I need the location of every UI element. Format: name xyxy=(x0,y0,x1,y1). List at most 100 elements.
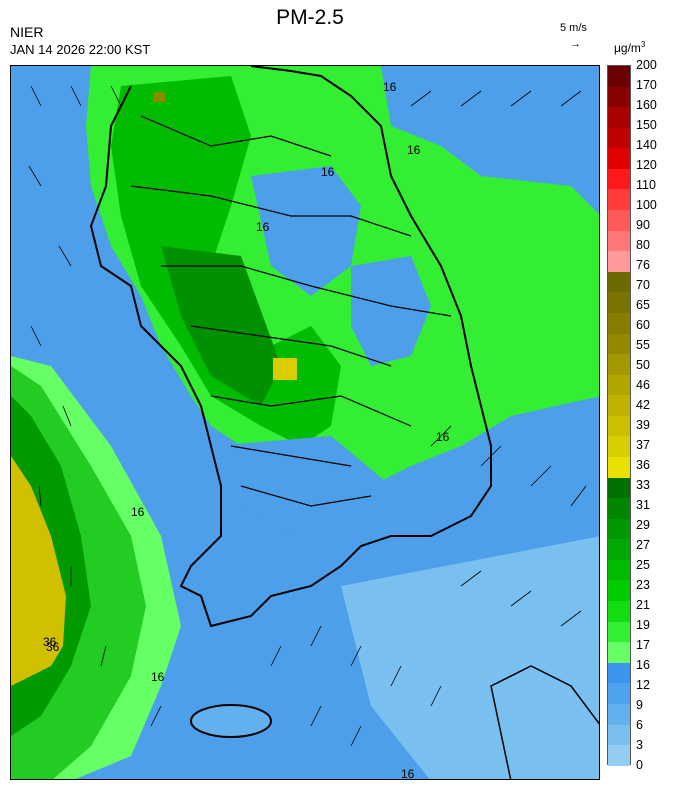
legend-swatch xyxy=(608,642,630,663)
contour-label: 16 xyxy=(321,165,335,179)
legend-swatch xyxy=(608,436,630,457)
legend-swatch xyxy=(608,539,630,560)
localized-high-spot-north xyxy=(153,92,165,102)
unit-base: μg/m xyxy=(614,41,641,55)
legend-tick-label: 3 xyxy=(636,737,643,752)
legend-swatch xyxy=(608,703,630,725)
legend-swatch xyxy=(608,662,630,684)
agency-label: NIER xyxy=(10,24,44,40)
wind-vector-field xyxy=(28,85,587,747)
legend-tick-label: 200 xyxy=(636,57,657,72)
legend-tick-label: 110 xyxy=(636,177,656,192)
legend-swatch xyxy=(608,127,630,149)
legend-swatch xyxy=(608,683,630,704)
contour-label: 36 xyxy=(46,640,60,654)
legend-tick-label: 39 xyxy=(636,417,650,432)
legend-swatch xyxy=(608,621,630,643)
contour-label: 16 xyxy=(436,430,450,444)
legend-swatch xyxy=(608,251,630,272)
legend-swatch xyxy=(608,230,630,252)
legend-tick-label: 6 xyxy=(636,717,643,732)
legend-swatch xyxy=(608,333,630,355)
legend-tick-label: 27 xyxy=(636,537,650,552)
legend-swatch xyxy=(608,168,630,190)
legend-swatch xyxy=(608,271,630,293)
legend-tick-label: 70 xyxy=(636,277,650,292)
pm25-concentration-map: 16 16 16 16 16 16 16 16 36 36 xyxy=(10,65,600,780)
southern-low-area xyxy=(211,436,391,566)
legend-tick-label: 16 xyxy=(636,657,650,672)
legend-swatch xyxy=(608,292,630,313)
legend-tick-label: 150 xyxy=(636,117,657,132)
legend-tick-label: 37 xyxy=(636,437,650,452)
legend-tick-label: 160 xyxy=(636,97,657,112)
legend-swatch xyxy=(608,477,630,499)
legend-tick-label: 170 xyxy=(636,77,657,92)
legend-tick-label: 12 xyxy=(636,677,650,692)
legend-tick-label: 31 xyxy=(636,497,650,512)
metro-pollution-core xyxy=(161,246,281,406)
contour-label: 36 xyxy=(43,635,57,649)
forecast-timestamp: JAN 14 2026 22:00 KST xyxy=(10,42,151,57)
legend-swatch xyxy=(608,312,630,334)
legend-swatch xyxy=(608,66,630,87)
legend-swatch xyxy=(608,724,630,746)
contour-label: 16 xyxy=(131,505,145,519)
legend-tick-label: 80 xyxy=(636,237,650,252)
inland-low-area-north xyxy=(251,166,361,296)
legend-swatch xyxy=(608,415,630,437)
contour-label: 16 xyxy=(151,670,165,684)
legend-swatch xyxy=(608,601,630,622)
contour-label: 16 xyxy=(407,143,421,157)
legend-tick-label: 50 xyxy=(636,357,650,372)
legend-tick-label: 46 xyxy=(636,377,650,392)
legend-swatch xyxy=(608,580,630,602)
legend-swatch xyxy=(608,107,630,128)
legend-tick-label: 33 xyxy=(636,477,650,492)
legend-tick-label: 23 xyxy=(636,577,650,592)
legend-tick-label: 9 xyxy=(636,697,643,712)
localized-high-spot xyxy=(273,358,297,380)
legend-tick-label: 29 xyxy=(636,517,650,532)
legend-tick-label: 60 xyxy=(636,317,650,332)
high-pm-zone xyxy=(11,456,66,686)
contour-labels: 16 16 16 16 16 16 16 16 36 36 xyxy=(43,80,450,780)
map-title: PM-2.5 xyxy=(276,6,344,29)
color-scale-legend xyxy=(607,65,631,766)
central-pollution-area xyxy=(111,76,341,446)
legend-swatch xyxy=(608,374,630,396)
unit-exponent: 3 xyxy=(640,40,646,49)
legend-tick-label: 76 xyxy=(636,257,650,272)
legend-swatch xyxy=(608,395,630,416)
coastline xyxy=(89,66,492,628)
province-boundaries xyxy=(130,115,452,507)
legend-tick-label: 17 xyxy=(636,637,650,652)
legend-tick-label: 140 xyxy=(636,137,657,152)
legend-swatch xyxy=(608,210,630,231)
legend-swatch xyxy=(608,559,630,581)
legend-tick-label: 120 xyxy=(636,157,657,172)
legend-tick-label: 100 xyxy=(636,197,657,212)
legend-swatch xyxy=(608,148,630,169)
inland-low-area-east xyxy=(351,256,431,366)
legend-tick-label: 36 xyxy=(636,457,650,472)
legend-swatch xyxy=(608,498,630,519)
legend-swatch xyxy=(608,456,630,478)
jeju-island xyxy=(190,704,272,738)
legend-swatch xyxy=(608,189,630,211)
legend-swatch xyxy=(608,86,630,108)
wind-reference-arrow-icon: → xyxy=(570,38,581,50)
unit-label: μg/m3 xyxy=(614,40,645,55)
wind-reference-label: 5 m/s xyxy=(560,22,587,34)
contour-label: 16 xyxy=(401,767,415,780)
color-scale-labels: 200 170 160 150 140 120 110 100 90 80 76 70 65 60 55 50… xyxy=(636,59,672,771)
east-landmass xyxy=(490,665,599,779)
legend-tick-label: 42 xyxy=(636,397,650,412)
legend-tick-label: 19 xyxy=(636,617,650,632)
legend-swatch xyxy=(608,518,630,540)
legend-tick-label: 55 xyxy=(636,337,650,352)
legend-tick-label: 65 xyxy=(636,297,650,312)
contour-label: 16 xyxy=(256,220,270,234)
legend-tick-label: 0 xyxy=(636,757,643,772)
contour-label: 16 xyxy=(383,80,397,94)
